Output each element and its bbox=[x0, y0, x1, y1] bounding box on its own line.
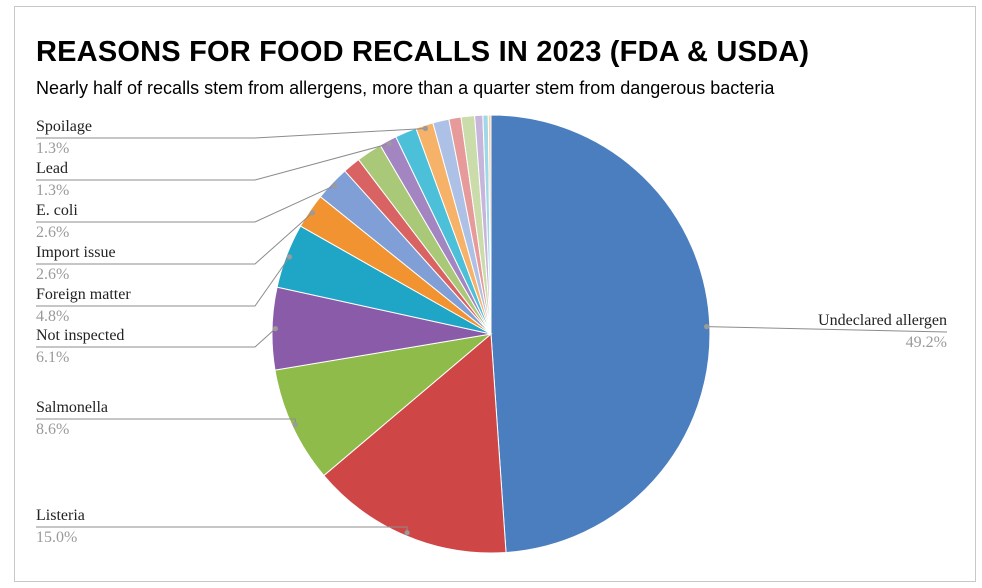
leader-dot-lead bbox=[386, 141, 392, 147]
slice-label-spoilage: Spoilage bbox=[36, 118, 92, 135]
slice-percent-import-issue: 2.6% bbox=[36, 266, 69, 283]
leader-line-spoilage bbox=[36, 128, 426, 139]
pie-slice-salmonella bbox=[274, 333, 493, 477]
slice-label-salmonella: Salmonella bbox=[36, 399, 108, 416]
leader-dot-foreign-matter bbox=[286, 254, 293, 260]
slice-label-e-coli: E. coli bbox=[36, 202, 78, 219]
chart-title: REASONS FOR FOOD RECALLS IN 2023 (FDA & … bbox=[36, 36, 810, 68]
slice-percent-spoilage: 1.3% bbox=[36, 140, 69, 157]
slice-percent-foreign-matter: 4.8% bbox=[36, 308, 69, 325]
pie-slice-listeria bbox=[323, 332, 507, 554]
leader-dot-salmonella bbox=[292, 422, 298, 428]
leader-dot-import-issue bbox=[309, 210, 316, 216]
slice-label-not-inspected: Not inspected bbox=[36, 327, 124, 344]
chart-subtitle: Nearly half of recalls stem from allerge… bbox=[36, 78, 775, 98]
leader-line-e-coli bbox=[36, 185, 335, 223]
leader-dot-not-inspected bbox=[272, 326, 278, 332]
leader-dot-e-coli bbox=[331, 183, 338, 189]
slice-label-listeria: Listeria bbox=[36, 507, 85, 524]
slice-label-undeclared-allergen: Undeclared allergen bbox=[818, 312, 947, 329]
leader-dot-listeria bbox=[404, 530, 410, 536]
leader-line-import-issue bbox=[36, 212, 313, 265]
pie-slice-unlabeled-17 bbox=[487, 114, 492, 335]
slice-labels: Undeclared allergen 49.2% Listeria 15.0% Sal… bbox=[36, 118, 947, 546]
leader-line-foreign-matter bbox=[36, 256, 290, 307]
leader-line-listeria bbox=[36, 526, 408, 533]
leader-line-salmonella bbox=[36, 418, 296, 425]
slice-percent-lead: 1.3% bbox=[36, 182, 69, 199]
slice-label-lead: Lead bbox=[36, 160, 68, 177]
leader-dot-spoilage bbox=[422, 125, 428, 132]
leader-lines bbox=[36, 125, 948, 536]
slice-percent-e-coli: 2.6% bbox=[36, 224, 69, 241]
slice-label-import-issue: Import issue bbox=[36, 244, 116, 261]
leader-line-lead bbox=[36, 143, 390, 181]
slice-percent-undeclared-allergen: 49.2% bbox=[906, 334, 947, 351]
slice-percent-listeria: 15.0% bbox=[36, 529, 77, 546]
slice-percent-salmonella: 8.6% bbox=[36, 421, 69, 438]
leader-line-undeclared-allergen bbox=[706, 326, 948, 333]
pie-slice-undeclared-allergen bbox=[490, 114, 711, 554]
pie-slices bbox=[271, 114, 711, 554]
slice-label-foreign-matter: Foreign matter bbox=[36, 286, 131, 303]
leader-dot-undeclared-allergen bbox=[704, 324, 710, 330]
slice-percent-not-inspected: 6.1% bbox=[36, 349, 69, 366]
leader-line-not-inspected bbox=[36, 328, 276, 348]
